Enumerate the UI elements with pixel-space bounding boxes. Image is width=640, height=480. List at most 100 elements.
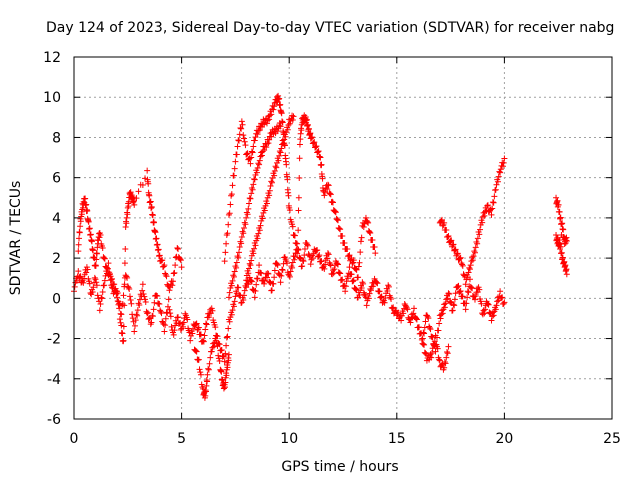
data-point [339, 232, 346, 239]
data-point [134, 312, 141, 319]
y-tick-label: 2 [52, 251, 61, 267]
series-troughs [191, 332, 452, 401]
data-point [349, 260, 356, 267]
data-point [92, 276, 99, 283]
data-point [117, 319, 124, 326]
data-point [162, 315, 169, 322]
data-point [442, 300, 449, 307]
data-point [561, 258, 568, 265]
data-point [245, 270, 252, 277]
data-point [408, 315, 415, 322]
data-point [177, 257, 184, 264]
data-point [119, 330, 126, 337]
data-point [145, 316, 152, 323]
data-point [329, 271, 336, 278]
data-point [277, 101, 284, 108]
data-point [500, 159, 507, 166]
data-point [238, 118, 245, 125]
data-point [342, 283, 349, 290]
data-point [286, 120, 293, 127]
data-point [250, 143, 257, 150]
data-point [163, 273, 170, 280]
data-point [205, 365, 212, 372]
data-point [296, 175, 303, 182]
data-point [77, 223, 84, 230]
data-point [268, 111, 275, 118]
data-point [82, 195, 89, 202]
data-point [286, 207, 293, 214]
data-point [279, 141, 286, 148]
data-point [253, 169, 260, 176]
data-point [426, 323, 433, 330]
data-point [401, 301, 408, 308]
y-tick-label: 10 [43, 90, 61, 106]
data-point [266, 192, 273, 199]
data-point [154, 292, 161, 299]
x-tick-label: 25 [603, 431, 621, 447]
data-point [457, 287, 464, 294]
data-point [371, 244, 378, 251]
data-point [229, 307, 236, 314]
data-point [465, 269, 472, 276]
data-point [454, 251, 461, 258]
data-point [304, 241, 311, 248]
data-point [364, 218, 371, 225]
x-tick-label: 5 [177, 431, 186, 447]
data-point [448, 237, 455, 244]
data-point [246, 195, 253, 202]
data-point [441, 301, 448, 308]
data-point [126, 285, 133, 292]
data-point [413, 316, 420, 323]
data-point [235, 284, 242, 291]
data-point [114, 294, 121, 301]
data-point [494, 298, 501, 305]
data-point [71, 283, 78, 290]
data-point [184, 316, 191, 323]
y-axis-label: SDTVAR / TECUs [8, 181, 24, 296]
data-point [304, 242, 311, 249]
data-point [372, 250, 379, 257]
data-point [492, 186, 499, 193]
data-point [497, 169, 504, 176]
data-point [436, 357, 443, 364]
data-point [295, 194, 302, 201]
data-point [207, 354, 214, 361]
data-point [140, 290, 147, 297]
data-point [432, 332, 439, 339]
data-point [83, 269, 90, 276]
data-point [276, 122, 283, 129]
data-point [360, 280, 367, 287]
data-point [382, 294, 389, 301]
data-point [282, 133, 289, 140]
data-point [274, 262, 281, 269]
data-point [263, 120, 270, 127]
data-point [236, 244, 243, 251]
data-point [490, 312, 497, 319]
series-early-peaks [75, 167, 185, 345]
data-point [139, 281, 146, 288]
data-point [489, 199, 496, 206]
data-point [172, 262, 179, 269]
data-point [314, 247, 321, 254]
data-point [310, 139, 317, 146]
data-point [283, 161, 290, 168]
data-point [286, 273, 293, 280]
data-point [476, 286, 483, 293]
data-point [99, 245, 106, 252]
data-point [205, 366, 212, 373]
data-point [77, 273, 84, 280]
data-point [431, 338, 438, 345]
data-point [331, 266, 338, 273]
data-point [421, 330, 428, 337]
data-point [563, 266, 570, 273]
y-tick-label: 12 [43, 50, 61, 66]
data-point [365, 295, 372, 302]
data-point [125, 284, 132, 291]
data-point [468, 258, 475, 265]
data-point [253, 275, 260, 282]
data-point [471, 249, 478, 256]
data-point [228, 191, 235, 198]
x-tick-label: 10 [280, 431, 298, 447]
data-point [297, 130, 304, 137]
data-point [314, 148, 321, 155]
